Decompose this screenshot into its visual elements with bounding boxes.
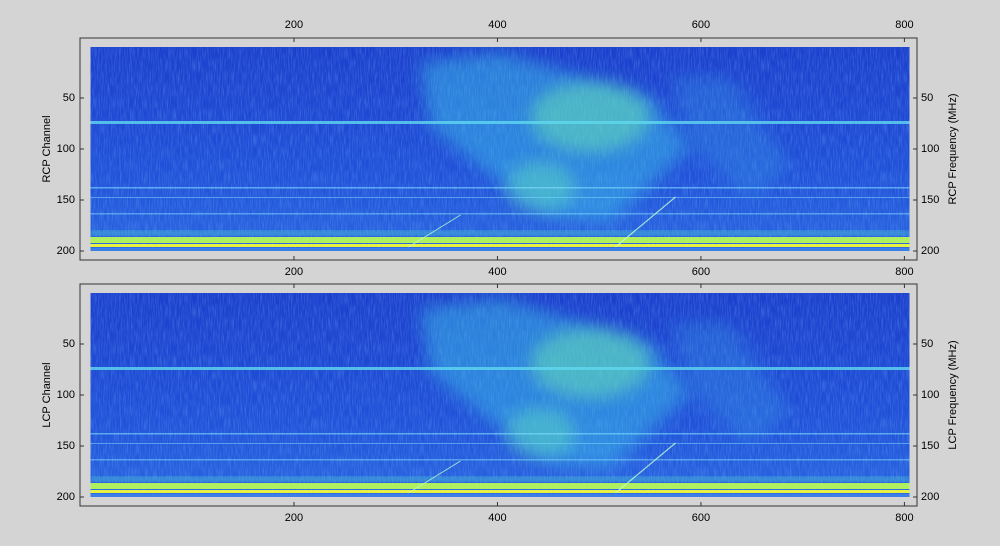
y-tick-label: 50 — [63, 338, 75, 350]
spectrogram-image — [91, 293, 910, 497]
x-tick-label: 200 — [285, 266, 303, 278]
x-tick-label: 600 — [692, 19, 710, 31]
x-tick-label: 800 — [895, 512, 913, 524]
x-tick-label: 800 — [895, 266, 913, 278]
y-tick-label: 50 — [63, 92, 75, 104]
y2-tick-label: 50 — [921, 92, 933, 104]
y2-tick-label: 200 — [921, 245, 939, 257]
spectrogram-image — [91, 47, 910, 251]
x-tick-label: 600 — [692, 266, 710, 278]
y2-axis-label: LCP Frequency (MHz) — [947, 340, 959, 449]
y2-tick-label: 100 — [921, 389, 939, 401]
x-tick-label: 200 — [285, 19, 303, 31]
y-tick-label: 200 — [57, 491, 75, 503]
x-tick-label: 400 — [488, 19, 506, 31]
y2-tick-label: 150 — [921, 440, 939, 452]
y2-tick-label: 50 — [921, 338, 933, 350]
y-axis-label: RCP Channel — [41, 115, 53, 182]
y2-tick-label: 100 — [921, 143, 939, 155]
x-tick-label: 400 — [488, 266, 506, 278]
lcp-panel: 200 400 600 800 50 50 100 100 150 150 200 200 LCP Ch… — [41, 283, 959, 524]
y2-tick-label: 150 — [921, 194, 939, 206]
x-tick-label: 800 — [895, 19, 913, 31]
y2-tick-label: 200 — [921, 491, 939, 503]
y-tick-label: 100 — [57, 389, 75, 401]
x-tick-label: 600 — [692, 512, 710, 524]
y-tick-label: 150 — [57, 194, 75, 206]
x-tick-label: 200 — [285, 512, 303, 524]
y-tick-label: 100 — [57, 143, 75, 155]
rcp-panel: 200 200 400 400 600 600 800 800 50 50 100 100 150 150… — [41, 19, 959, 278]
y2-axis-label: RCP Frequency (MHz) — [947, 93, 959, 204]
y-tick-label: 200 — [57, 245, 75, 257]
y-tick-label: 150 — [57, 440, 75, 452]
y-axis-label: LCP Channel — [41, 362, 53, 427]
x-tick-label: 400 — [488, 512, 506, 524]
